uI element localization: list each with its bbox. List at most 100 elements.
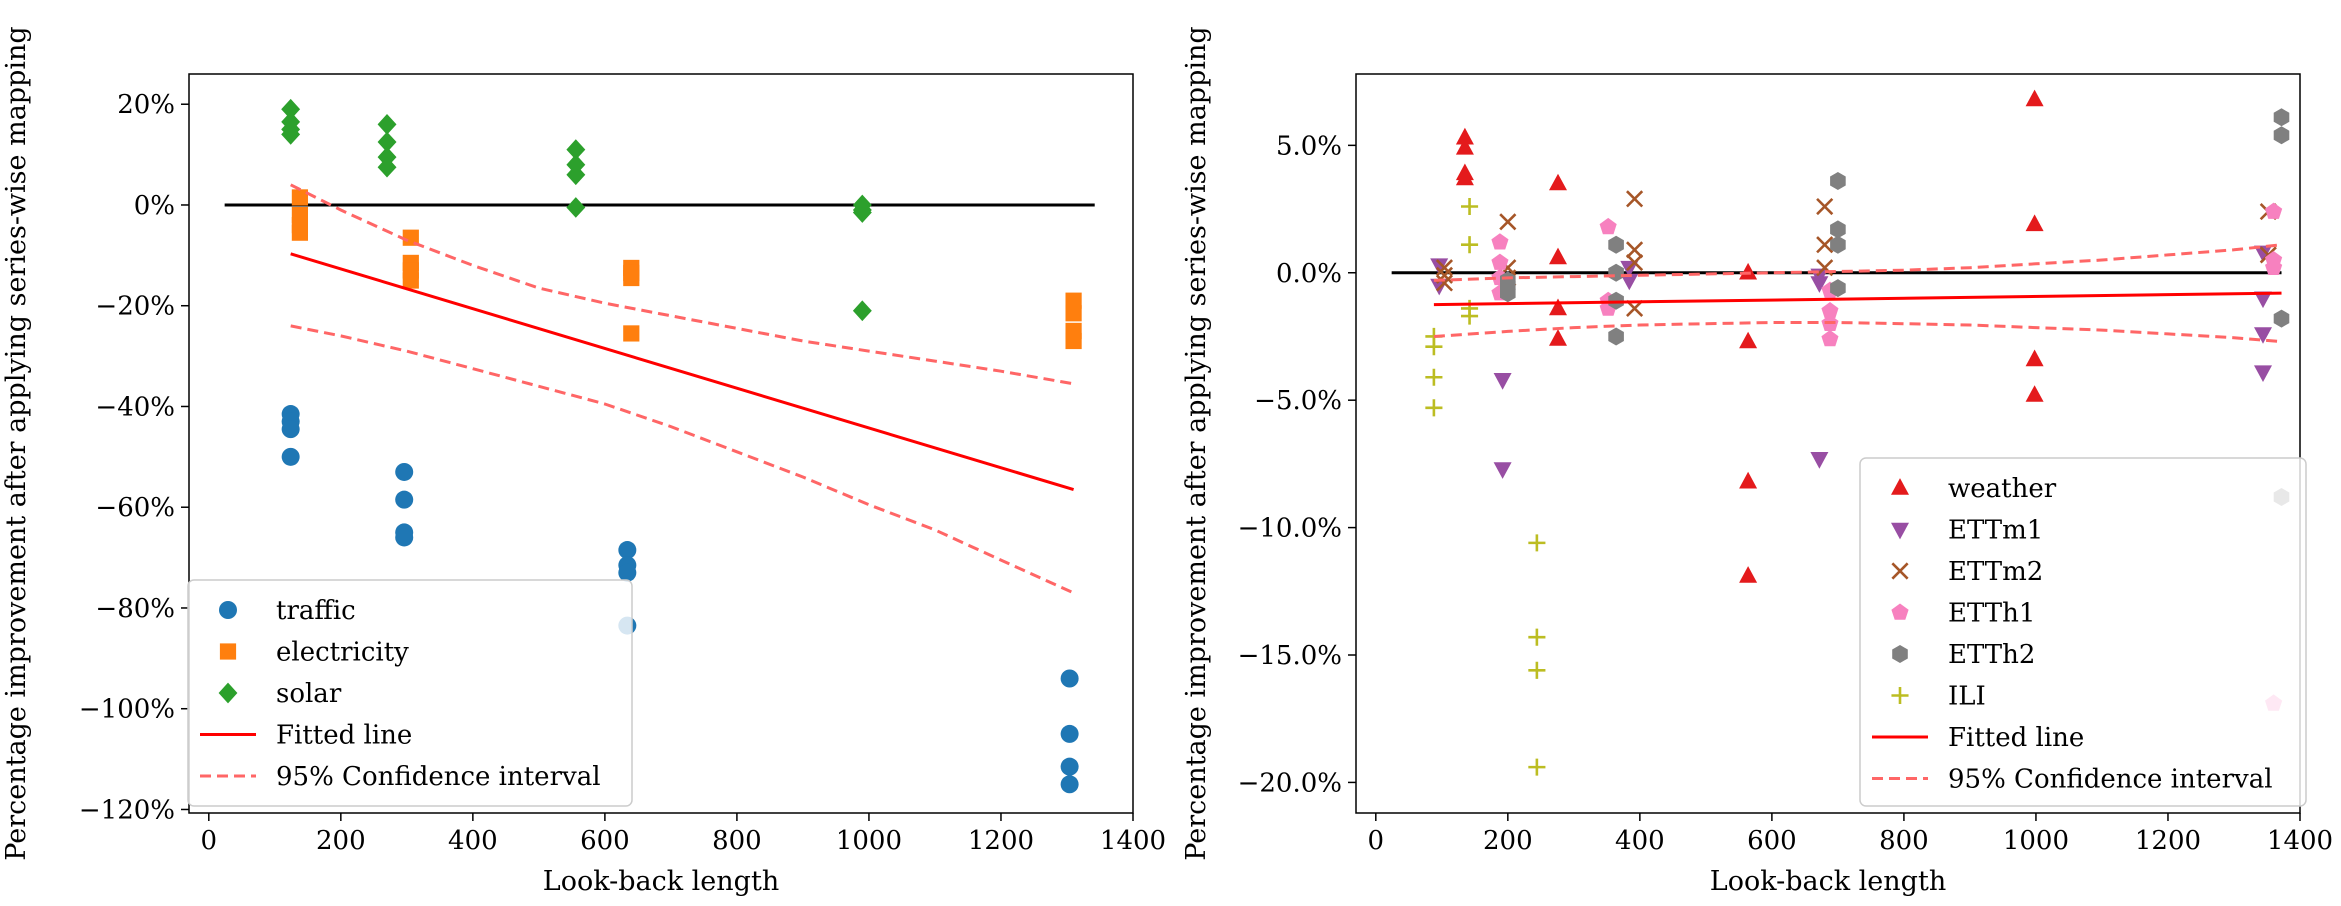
- weather-point: [1455, 168, 1474, 186]
- ETTm1-point: [2254, 365, 2272, 382]
- ETTm2-point: [1816, 197, 1834, 216]
- solar-point: [852, 300, 872, 322]
- weather-point: [1549, 247, 1567, 265]
- series-weather: [1455, 89, 2044, 583]
- ETTm2-point: [1816, 236, 1834, 254]
- ETTm2-point: [1435, 274, 1454, 292]
- plot-area: [224, 98, 1095, 794]
- weather-point: [1549, 329, 1567, 346]
- weather-point: [1739, 566, 1758, 583]
- left-chart-panel: 0 200 400 600 800 1000 1200 1400 20% 0% −20% −40% −6…: [1, 26, 1166, 897]
- y-tick-label: −60%: [95, 493, 175, 523]
- ILI-point: [1460, 307, 1479, 325]
- electricity-point: [623, 325, 640, 342]
- traffic-point: [395, 490, 414, 509]
- y-tick-label: −20.0%: [1238, 768, 1342, 798]
- x-tick-label: 600: [580, 826, 630, 856]
- ETTm1-point: [1810, 452, 1829, 469]
- ILI-point: [1528, 661, 1546, 679]
- ETTm2-point: [1626, 190, 1644, 208]
- ETTh2-point: [1608, 327, 1624, 346]
- legend-ETTh1-handle: [1891, 603, 1909, 620]
- legend-ILI-handle: [1891, 686, 1909, 705]
- traffic-point: [618, 563, 637, 582]
- ETTm2-point: [1499, 213, 1517, 231]
- electricity-point: [1065, 305, 1082, 322]
- electricity-point: [1065, 332, 1082, 350]
- legend-ETTh2-handle: [1892, 645, 1908, 663]
- x-tick-label: 0: [201, 826, 218, 856]
- right-chart-panel: 0 200 400 600 800 1000 1200 1400 5.0% 0.0% −5.0% −1…: [1181, 26, 2333, 897]
- legend-label: 95% Confidence interval: [1948, 765, 2273, 795]
- y-tick-label: −40%: [95, 392, 175, 422]
- weather-point: [2025, 349, 2044, 367]
- ILI-point: [1460, 197, 1479, 216]
- ETTm2-point: [1626, 254, 1644, 272]
- ETTh1-point: [1491, 253, 1509, 270]
- legend-electricity-handle: [219, 643, 237, 660]
- weather-point: [1739, 331, 1758, 349]
- ETTh2-point: [2273, 108, 2290, 127]
- x-tick-label: 1200: [968, 826, 1034, 856]
- legend-label: ETTh2: [1948, 640, 2035, 670]
- y-tick-label: 20%: [117, 90, 175, 120]
- ETTh1-point: [1599, 217, 1617, 235]
- legend-label: traffic: [276, 596, 356, 626]
- ETTh1-point: [2265, 202, 2283, 219]
- traffic-point: [1060, 669, 1079, 688]
- ILI-point: [1425, 338, 1443, 356]
- y-tick-label: −20%: [95, 292, 175, 322]
- solar-point: [281, 124, 301, 145]
- ETTm1-point: [1430, 258, 1449, 275]
- ETTh1-point: [2265, 258, 2283, 275]
- y-tick-label: −10.0%: [1238, 514, 1342, 544]
- y-tick-label: −120%: [79, 795, 175, 825]
- fitted-line: [290, 252, 1075, 492]
- y-tick-label: −80%: [95, 594, 175, 624]
- x-tick-label: 1000: [836, 826, 902, 856]
- traffic-point: [395, 462, 414, 481]
- confidence-interval-lower: [290, 324, 1075, 595]
- solar-point: [566, 164, 586, 186]
- ETTh2-point: [2273, 126, 2290, 145]
- legend-label: weather: [1948, 474, 2057, 504]
- legend-label: electricity: [276, 638, 409, 668]
- electricity-point: [291, 224, 309, 241]
- solar-point: [377, 156, 397, 178]
- ETTh2-point: [1830, 279, 1846, 298]
- electricity-point: [291, 189, 309, 206]
- legend-label: Fitted line: [276, 721, 412, 751]
- legend-label: ILI: [1948, 682, 1986, 712]
- ETTm1-point: [1620, 273, 1639, 291]
- series-solar: [281, 98, 872, 322]
- legend-box: [187, 579, 633, 807]
- legend: weather ETTm1 ETTm2 ETTh1 ETTh2 ILI Fitted lin…: [1859, 457, 2307, 807]
- x-tick-label: 0: [1368, 826, 1385, 856]
- weather-point: [1455, 138, 1474, 155]
- ETTh2-point: [1608, 235, 1624, 254]
- solar-point: [377, 114, 397, 135]
- ILI-point: [1425, 368, 1443, 386]
- y-tick-label: 0%: [134, 191, 175, 221]
- weather-point: [1739, 471, 1758, 489]
- weather-point: [1549, 298, 1567, 316]
- traffic-point: [618, 541, 637, 560]
- x-tick-label: 800: [712, 826, 762, 856]
- electricity-point: [1065, 292, 1082, 309]
- confidence-interval-lower: [1433, 321, 2282, 344]
- solar-point: [852, 202, 872, 223]
- weather-point: [1455, 127, 1474, 145]
- legend-label: ETTm1: [1948, 516, 2043, 546]
- ETTm2-point: [1435, 259, 1454, 277]
- y-tick-label: −5.0%: [1254, 386, 1342, 416]
- x-tick-label: 400: [448, 826, 498, 856]
- x-tick-label: 200: [1483, 826, 1533, 856]
- electricity-point: [402, 272, 419, 289]
- x-axis-label: Look-back length: [543, 866, 779, 897]
- ILI-point: [1460, 236, 1479, 254]
- ILI-point: [1528, 628, 1546, 646]
- x-tick-label: 600: [1747, 826, 1797, 856]
- series-ETTm2: [1435, 190, 2277, 318]
- ETTh1-point: [1491, 233, 1509, 250]
- ETTm1-point: [2254, 291, 2272, 309]
